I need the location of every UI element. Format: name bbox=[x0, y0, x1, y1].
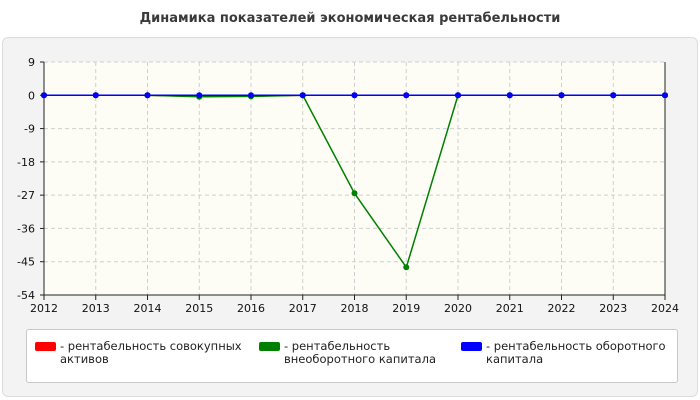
data-point-working-capital bbox=[455, 92, 461, 99]
data-point-working-capital bbox=[92, 92, 99, 99]
legend-item-working-capital: - рентабельность оборотного капитала bbox=[461, 340, 671, 366]
x-tick-label: 2023 bbox=[599, 302, 627, 315]
x-tick-label: 2024 bbox=[651, 302, 679, 315]
y-tick-label: -54 bbox=[17, 289, 35, 302]
x-tick-label: 2021 bbox=[496, 302, 524, 315]
x-tick-label: 2017 bbox=[289, 302, 317, 315]
data-point-working-capital bbox=[403, 92, 410, 99]
x-tick-label: 2018 bbox=[341, 302, 369, 315]
y-tick-label: 0 bbox=[28, 89, 35, 102]
legend-label-noncurrent-capital: - рентабельность внеоборотного капитала bbox=[284, 339, 436, 366]
data-point-working-capital bbox=[144, 92, 151, 99]
x-tick-label: 2015 bbox=[185, 302, 213, 315]
data-point-working-capital bbox=[558, 92, 565, 99]
y-tick-label: -18 bbox=[17, 156, 35, 169]
legend-swatch-noncurrent-capital bbox=[259, 342, 280, 351]
legend-item-total-assets: - рентабельность совокупных активов bbox=[35, 340, 250, 366]
y-tick-label: -36 bbox=[17, 222, 35, 235]
legend-swatch-working-capital bbox=[461, 342, 482, 351]
legend-label-total-assets: - рентабельность совокупных активов bbox=[60, 339, 242, 366]
data-point-working-capital bbox=[41, 92, 47, 99]
data-point-working-capital bbox=[610, 92, 617, 99]
x-tick-label: 2016 bbox=[237, 302, 265, 315]
legend-item-noncurrent-capital: - рентабельность внеоборотного капитала bbox=[259, 340, 449, 366]
data-point-noncurrent-capital bbox=[351, 190, 358, 197]
x-tick-label: 2020 bbox=[444, 302, 472, 315]
x-tick-label: 2014 bbox=[134, 302, 162, 315]
y-tick-label: -9 bbox=[24, 123, 35, 136]
legend-swatch-total-assets bbox=[35, 342, 56, 351]
data-point-noncurrent-capital bbox=[403, 264, 410, 271]
x-tick-label: 2012 bbox=[30, 302, 58, 315]
x-tick-label: 2019 bbox=[392, 302, 420, 315]
data-point-working-capital bbox=[248, 92, 254, 99]
data-point-working-capital bbox=[506, 92, 513, 99]
data-point-working-capital bbox=[196, 92, 203, 99]
x-tick-label: 2013 bbox=[82, 302, 110, 315]
chart-title: Динамика показателей экономическая рента… bbox=[139, 11, 561, 26]
legend-label-working-capital: - рентабельность оборотного капитала bbox=[486, 339, 666, 366]
data-point-working-capital bbox=[351, 92, 358, 99]
data-point-working-capital bbox=[299, 92, 306, 99]
x-tick-label: 2022 bbox=[548, 302, 576, 315]
y-tick-label: -27 bbox=[17, 189, 35, 202]
legend: - рентабельность совокупных активов - ре… bbox=[26, 329, 678, 383]
y-tick-label: 9 bbox=[28, 56, 35, 69]
data-point-working-capital bbox=[662, 92, 668, 99]
y-tick-label: -45 bbox=[17, 256, 35, 269]
